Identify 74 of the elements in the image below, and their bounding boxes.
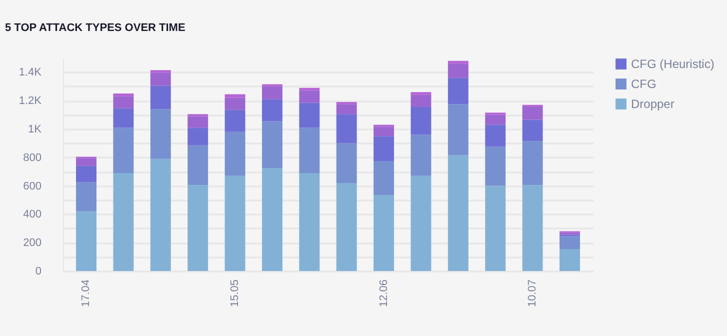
bar xyxy=(224,132,246,176)
bar xyxy=(410,92,432,95)
y-tick-label: 1K xyxy=(28,124,42,136)
bar xyxy=(560,236,580,249)
bar xyxy=(336,104,357,114)
x-tick-label: 15.05 xyxy=(229,280,242,308)
bar xyxy=(522,120,543,142)
bar xyxy=(448,78,468,104)
y-tick-label: 200 xyxy=(23,237,42,250)
bar xyxy=(150,158,171,271)
bar xyxy=(299,173,320,271)
bar xyxy=(299,90,320,103)
bar xyxy=(299,102,320,128)
bar xyxy=(113,96,134,108)
bar xyxy=(374,160,394,196)
bar xyxy=(150,72,171,86)
bar xyxy=(336,182,357,271)
bar xyxy=(262,168,282,271)
bar xyxy=(262,99,282,122)
y-tick-label: 1.4K xyxy=(18,66,42,79)
bar xyxy=(410,94,432,107)
bar xyxy=(188,116,208,128)
bar xyxy=(76,211,96,271)
y-tick-label: 1.2K xyxy=(18,95,42,108)
bar xyxy=(76,166,96,182)
bar xyxy=(224,110,246,132)
bar xyxy=(336,114,357,144)
bar xyxy=(188,185,208,271)
bar xyxy=(76,182,96,212)
bar xyxy=(448,104,468,156)
bar xyxy=(336,143,357,183)
bar xyxy=(150,70,171,73)
legend-label: CFG xyxy=(631,77,656,91)
bar xyxy=(113,173,134,271)
bar xyxy=(224,176,246,271)
legend-label: CFG (Heuristic) xyxy=(631,57,714,71)
bar xyxy=(188,145,208,186)
bar xyxy=(410,106,432,135)
bar xyxy=(560,248,580,271)
bar xyxy=(485,186,506,271)
bar xyxy=(113,128,134,174)
bar xyxy=(150,109,171,159)
bar xyxy=(448,64,468,78)
y-tick-label: 400 xyxy=(23,208,42,221)
x-tick-label: 10.07 xyxy=(526,280,539,308)
bar xyxy=(150,86,171,110)
bar xyxy=(522,141,543,186)
bar xyxy=(522,185,543,271)
y-tick-label: 0 xyxy=(35,266,42,278)
y-tick-label: 800 xyxy=(23,152,42,164)
bar xyxy=(485,124,506,147)
y-tick-label: 600 xyxy=(23,180,42,192)
bar xyxy=(410,134,432,176)
legend-label: Dropper xyxy=(631,97,674,111)
chart-title: 5 TOP ATTACK TYPES OVER TIME xyxy=(5,22,186,34)
bar xyxy=(113,108,134,128)
bar xyxy=(299,128,320,174)
bar xyxy=(410,176,432,271)
bar xyxy=(76,158,96,166)
bar xyxy=(374,126,394,136)
bar xyxy=(224,98,246,110)
bar xyxy=(374,195,394,271)
bar xyxy=(224,94,246,98)
bar xyxy=(522,106,543,120)
bar xyxy=(113,94,134,96)
bar xyxy=(485,114,506,125)
bar xyxy=(448,155,468,271)
bar xyxy=(262,86,282,100)
bar xyxy=(374,136,394,161)
x-tick-label: 12.06 xyxy=(378,280,390,308)
bar xyxy=(485,146,506,186)
x-tick-label: 17.04 xyxy=(80,280,92,308)
bar xyxy=(188,128,208,146)
bar xyxy=(262,121,282,168)
